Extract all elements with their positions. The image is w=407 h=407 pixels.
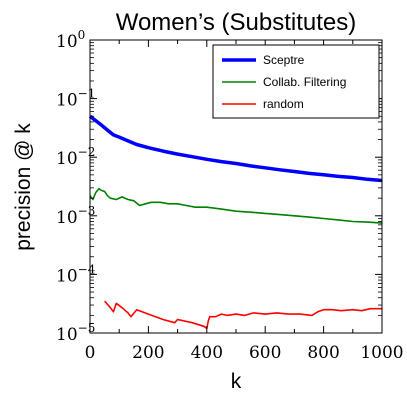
y-tick-label: 10−3 — [56, 204, 95, 228]
legend-label-random: random — [263, 97, 304, 111]
series-line-collab-filtering — [89, 187, 383, 224]
series-line-random — [103, 300, 382, 330]
x-tick-label: 400 — [191, 343, 223, 363]
legend-label-collab-filtering: Collab. Filtering — [263, 75, 346, 89]
x-tick-label: 800 — [307, 343, 339, 363]
y-axis-label: precision @ k — [12, 123, 35, 251]
x-tick-label: 0 — [85, 343, 96, 363]
x-tick-label: 600 — [249, 343, 281, 363]
legend-label-sceptre: Sceptre — [263, 53, 305, 67]
x-tick-label: 1000 — [360, 343, 403, 363]
x-axis-label: k — [231, 370, 242, 393]
series-line-sceptre — [88, 114, 383, 183]
x-tick-label: 200 — [132, 343, 164, 363]
chart-title: Women’s (Substitutes) — [116, 9, 357, 36]
legend: Sceptre Collab. Filtering random — [212, 44, 380, 119]
plot-lines — [88, 114, 383, 330]
